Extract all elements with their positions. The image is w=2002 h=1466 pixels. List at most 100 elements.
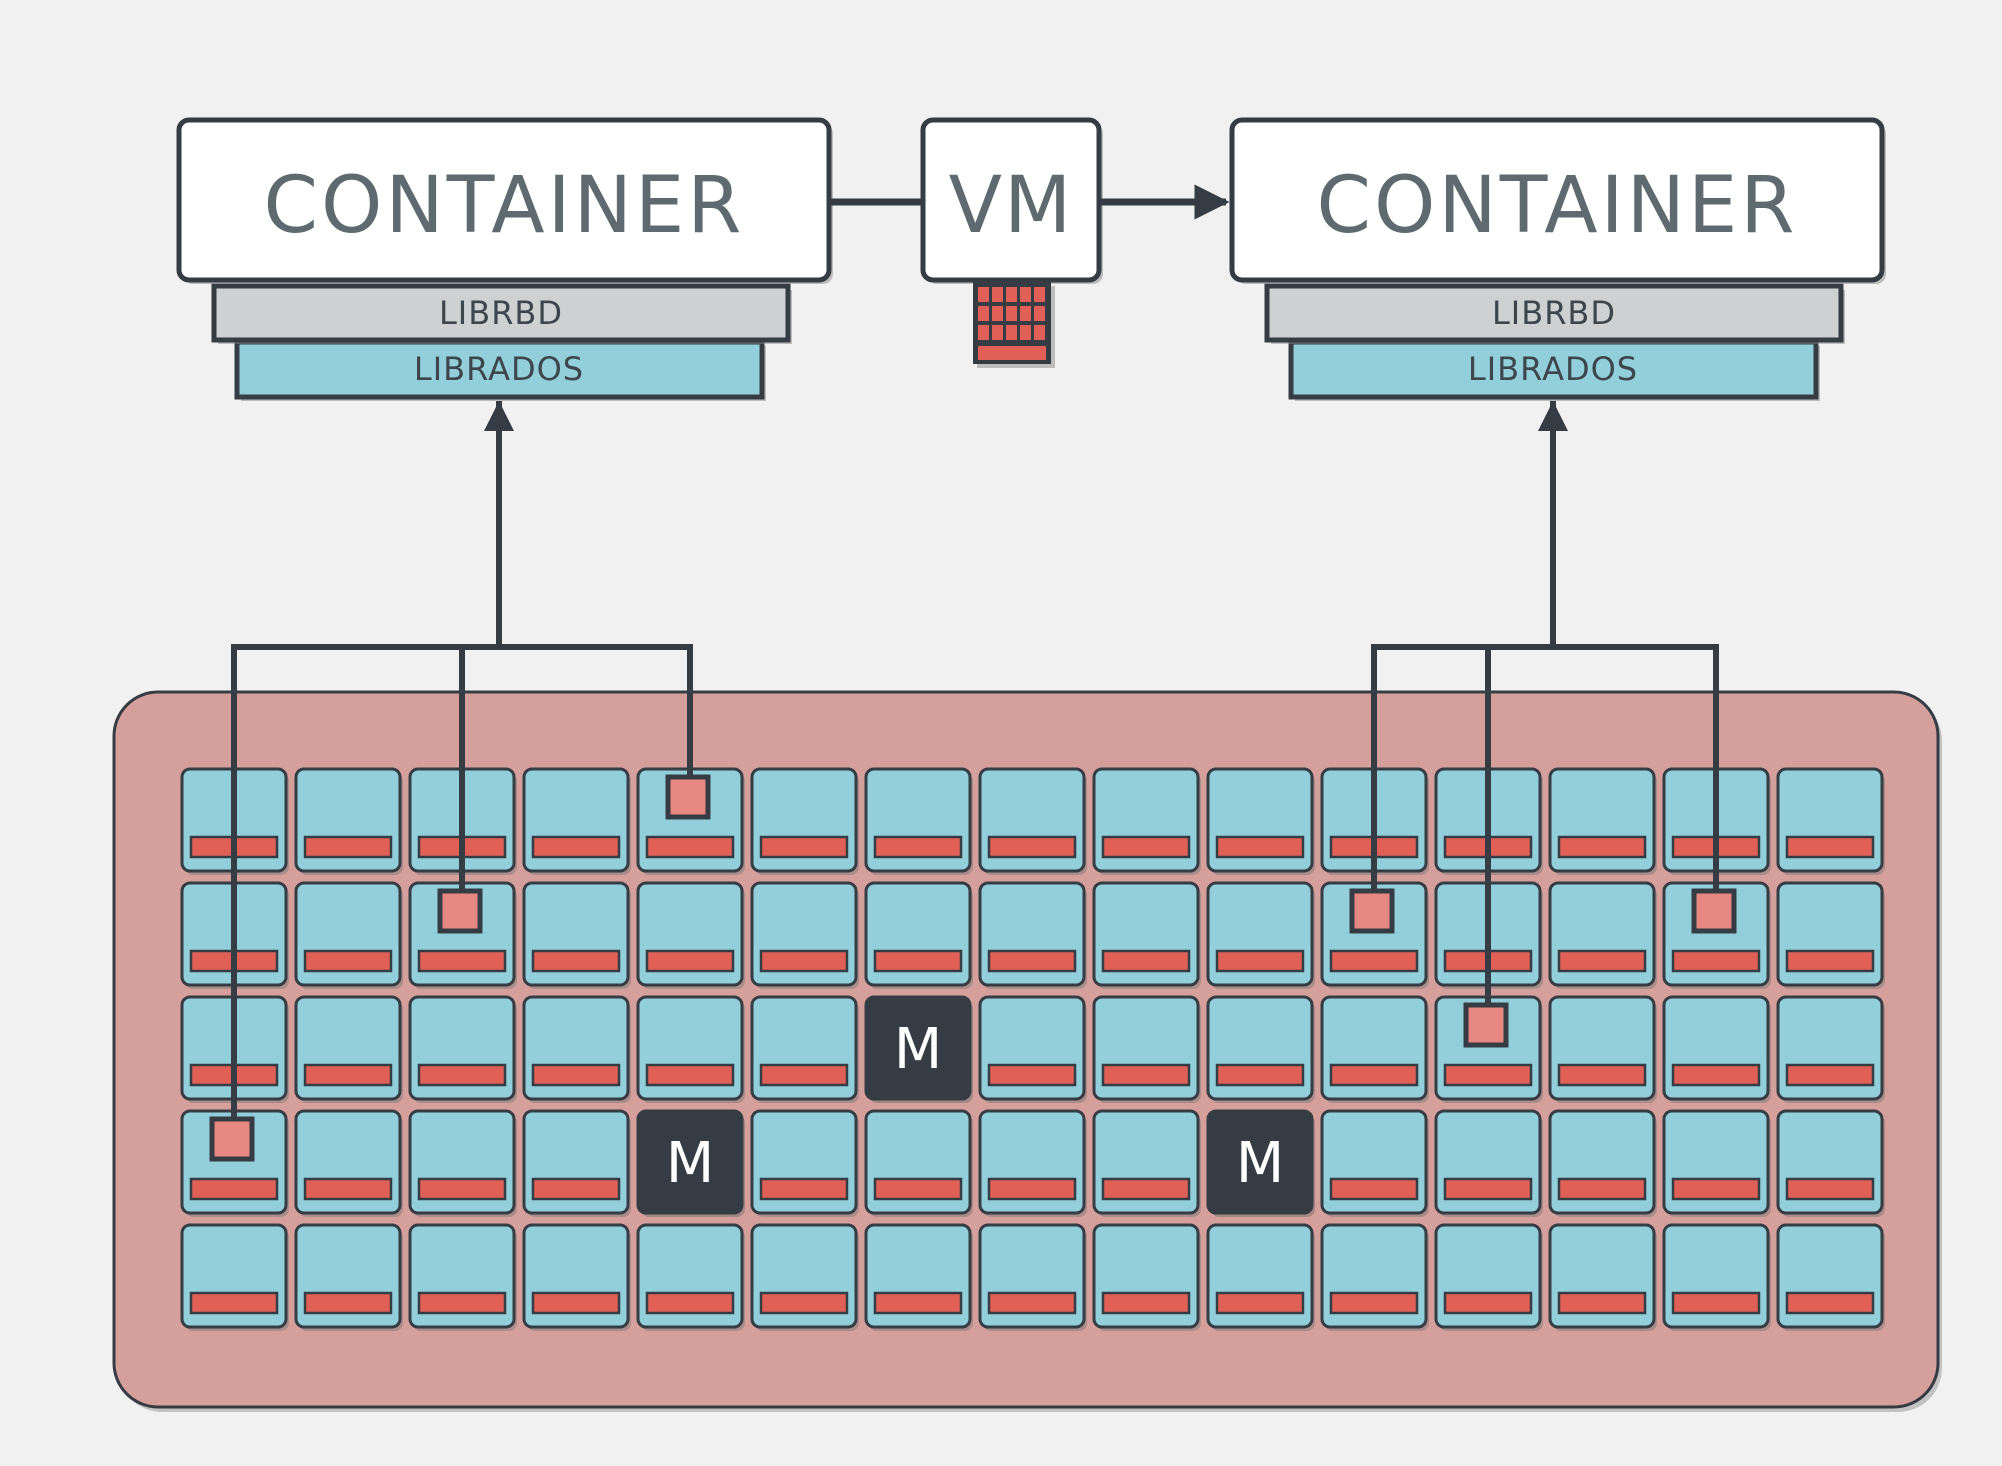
librados-left: LIBRADOS bbox=[234, 339, 766, 401]
osd-disk-bar bbox=[1557, 835, 1647, 859]
osd-disk-bar bbox=[645, 835, 735, 859]
osd-disk-bar bbox=[1557, 949, 1647, 973]
librbd-label: LIBRBD bbox=[1492, 294, 1616, 332]
osd-node bbox=[1548, 881, 1657, 989]
osd-disk-bar bbox=[645, 1291, 735, 1315]
osd-disk-bar bbox=[759, 1291, 849, 1315]
osd-node bbox=[750, 881, 859, 989]
osd-disk-bar bbox=[417, 1291, 507, 1315]
osd-disk-bar bbox=[417, 949, 507, 973]
virtual-machine: VM bbox=[829, 117, 1230, 368]
librbd-label: LIBRBD bbox=[439, 294, 563, 332]
osd-node bbox=[1434, 1223, 1543, 1331]
osd-disk-bar bbox=[1785, 1291, 1875, 1315]
osd-node bbox=[864, 1109, 973, 1217]
osd-disk-bar bbox=[531, 949, 621, 973]
osd-disk-bar bbox=[873, 949, 963, 973]
monitor-label: M bbox=[666, 1131, 714, 1196]
osd-disk-bar bbox=[1215, 835, 1305, 859]
librbd-left: LIBRBD bbox=[211, 283, 792, 344]
osd-node bbox=[1776, 767, 1885, 875]
osd-disk-bar bbox=[303, 835, 393, 859]
rados-object bbox=[209, 1116, 255, 1162]
osd-node bbox=[978, 1223, 1087, 1331]
object-connectors bbox=[231, 401, 1719, 1144]
osd-node bbox=[1092, 1109, 1201, 1217]
osd-node bbox=[522, 881, 631, 989]
osd-node bbox=[1092, 881, 1201, 989]
container-box-right: CONTAINER bbox=[1229, 117, 1886, 284]
osd-node bbox=[1206, 767, 1315, 875]
osd-disk-bar bbox=[759, 1063, 849, 1087]
osd-node bbox=[1776, 881, 1885, 989]
osd-node bbox=[408, 1109, 517, 1217]
osd-disk-bar bbox=[987, 1177, 1077, 1201]
osd-disk-bar bbox=[873, 1291, 963, 1315]
osd-disk-bar bbox=[1329, 1063, 1419, 1087]
osd-node bbox=[1548, 767, 1657, 875]
osd-disk-bar bbox=[1785, 1177, 1875, 1201]
client-right: LIBRADOS LIBRBD CONTAINER bbox=[1229, 117, 1886, 401]
osd-node bbox=[408, 1223, 517, 1331]
osd-node bbox=[1092, 995, 1201, 1103]
osd-disk-bar bbox=[303, 949, 393, 973]
rados-object bbox=[437, 888, 483, 934]
osd-disk-bar bbox=[1443, 1291, 1533, 1315]
osd-node bbox=[864, 881, 973, 989]
osd-disk-bar bbox=[1215, 1291, 1305, 1315]
osd-node bbox=[750, 767, 859, 875]
osd-node bbox=[522, 1109, 631, 1217]
osd-disk-bar bbox=[1101, 1177, 1191, 1201]
osd-disk-bar bbox=[189, 1177, 279, 1201]
librados-label: LIBRADOS bbox=[1468, 350, 1638, 388]
osd-node bbox=[294, 1223, 403, 1331]
osd-disk-bar bbox=[1557, 1177, 1647, 1201]
osd-node bbox=[294, 881, 403, 989]
osd-disk-bar bbox=[303, 1291, 393, 1315]
osd-node bbox=[978, 881, 1087, 989]
osd-disk-bar bbox=[1671, 1177, 1761, 1201]
osd-node bbox=[1662, 1223, 1771, 1331]
osd-node bbox=[1206, 881, 1315, 989]
osd-node bbox=[750, 995, 859, 1103]
osd-disk-bar bbox=[1785, 949, 1875, 973]
osd-node bbox=[1776, 1223, 1885, 1331]
osd-node bbox=[864, 1223, 973, 1331]
osd-node bbox=[1320, 1223, 1429, 1331]
osd-disk-bar bbox=[1215, 949, 1305, 973]
osd-disk-bar bbox=[987, 949, 1077, 973]
monitor-node: M bbox=[1206, 1109, 1315, 1217]
osd-disk-bar bbox=[759, 949, 849, 973]
rados-object bbox=[1463, 1002, 1509, 1048]
librados-label: LIBRADOS bbox=[414, 350, 584, 388]
osd-node bbox=[408, 995, 517, 1103]
osd-node bbox=[978, 767, 1087, 875]
osd-node bbox=[1206, 1223, 1315, 1331]
osd-node bbox=[1548, 995, 1657, 1103]
osd-disk-bar bbox=[873, 1177, 963, 1201]
osd-disk-bar bbox=[1101, 1291, 1191, 1315]
rados-objects bbox=[209, 774, 1737, 1162]
osd-node bbox=[750, 1223, 859, 1331]
osd-disk-bar bbox=[759, 1177, 849, 1201]
osd-node bbox=[978, 1109, 1087, 1217]
osd-disk-bar bbox=[1557, 1063, 1647, 1087]
monitor-label: M bbox=[894, 1017, 942, 1082]
osd-disk-bar bbox=[1557, 1291, 1647, 1315]
osd-node bbox=[750, 1109, 859, 1217]
osd-node bbox=[522, 1223, 631, 1331]
osd-node bbox=[978, 995, 1087, 1103]
osd-disk-bar bbox=[1101, 949, 1191, 973]
osd-disk-bar bbox=[303, 1063, 393, 1087]
osd-node bbox=[864, 767, 973, 875]
osd-node bbox=[294, 1109, 403, 1217]
osd-disk-bar bbox=[1101, 1063, 1191, 1087]
osd-disk-bar bbox=[759, 835, 849, 859]
osd-node bbox=[636, 995, 745, 1103]
rados-object bbox=[1349, 888, 1395, 934]
osd-disk-bar bbox=[1785, 835, 1875, 859]
osd-disk-bar bbox=[1329, 1291, 1419, 1315]
osd-disk-bar bbox=[645, 1063, 735, 1087]
osd-disk-bar bbox=[987, 1291, 1077, 1315]
